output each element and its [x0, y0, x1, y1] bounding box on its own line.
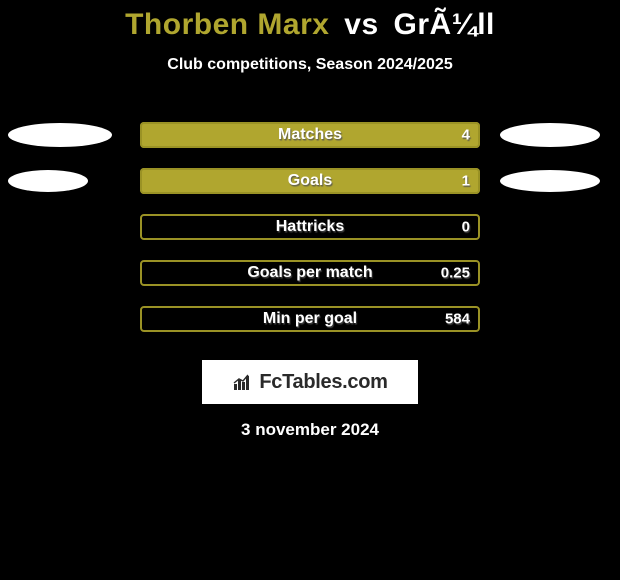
player1-ellipse [8, 123, 112, 147]
comparison-card: Thorben Marx vs GrÃ¼ll Club competitions… [0, 0, 620, 580]
stat-value: 1 [462, 173, 470, 190]
footer-date: 3 november 2024 [0, 420, 620, 440]
stat-row: Goals 1 [0, 158, 620, 204]
bars-chart-icon [232, 372, 254, 392]
player1-name: Thorben Marx [125, 8, 329, 41]
stat-bar: Matches 4 [140, 122, 480, 148]
stat-value: 4 [462, 127, 470, 144]
stat-row: Matches 4 [0, 112, 620, 158]
logo-text-suffix: .com [342, 371, 387, 393]
vs-label: vs [344, 8, 378, 41]
stat-row: Hattricks 0 [0, 204, 620, 250]
stat-bar: Goals per match 0.25 [140, 260, 480, 286]
player2-name: GrÃ¼ll [394, 8, 495, 41]
stat-value: 584 [445, 311, 470, 328]
stat-bar: Goals 1 [140, 168, 480, 194]
player2-ellipse [500, 123, 600, 147]
stat-label: Goals [288, 172, 332, 190]
player1-ellipse [8, 170, 88, 192]
page-title: Thorben Marx vs GrÃ¼ll [0, 0, 620, 42]
player2-ellipse [500, 170, 600, 192]
stat-value: 0.25 [441, 265, 470, 282]
stat-value: 0 [462, 219, 470, 236]
stat-label: Matches [278, 126, 342, 144]
fctables-logo: FcTables.com [202, 360, 418, 404]
stat-bar: Min per goal 584 [140, 306, 480, 332]
stats-area: Matches 4 Goals 1 Hattricks 0 Goals per match 0… [0, 112, 620, 342]
stat-row: Min per goal 584 [0, 296, 620, 342]
stat-row: Goals per match 0.25 [0, 250, 620, 296]
stat-label: Goals per match [247, 264, 372, 282]
stat-label: Min per goal [263, 310, 357, 328]
logo-text: FcTables.com [259, 371, 387, 394]
logo-text-main: FcTables [259, 371, 342, 393]
stat-bar: Hattricks 0 [140, 214, 480, 240]
subtitle: Club competitions, Season 2024/2025 [0, 56, 620, 74]
stat-label: Hattricks [276, 218, 344, 236]
